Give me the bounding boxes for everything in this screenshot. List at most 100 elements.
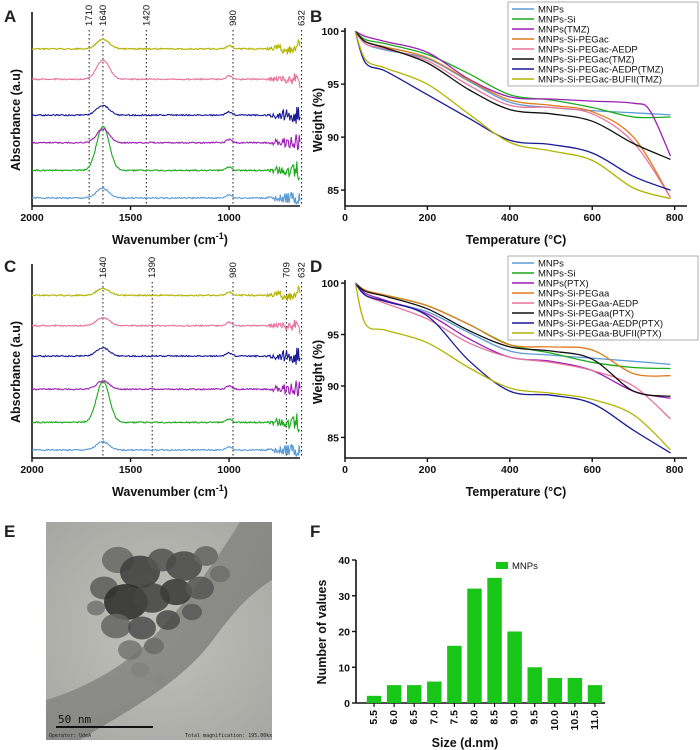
panel-b-xtick-label-0: 0: [342, 212, 348, 224]
panel-c-spectrum-trace-4: [31, 347, 301, 365]
panel-b: B Weight (%) 0 200 400 600 800859095100MNPsM…: [310, 1, 699, 247]
panel-f-xtick-label-6-0: 6.0: [388, 710, 400, 725]
panel-f-bar-5-5: [366, 695, 382, 703]
tem-particle-10: [186, 576, 214, 600]
panel-a-xtick-label-2000: 2000: [20, 212, 44, 224]
panel-d-xtick-label-600: 600: [583, 464, 601, 476]
panel-d-ytick-label-90: 90: [327, 381, 339, 393]
panel-c-peak-label-980: 980: [228, 262, 239, 278]
panel-d-legend: MNPsMNPs-SiMNPs(PTX)MNPs-Si-PEGaaMNPs-Si…: [507, 255, 699, 341]
panel-c-xlabel: Wavenumber (cm-1): [112, 483, 228, 499]
panel-f-ytick-label-40: 40: [338, 555, 350, 567]
tem-particle-cluster: [87, 546, 230, 687]
tem-footer-magnification: Total magnification: 195.00kx: [185, 733, 272, 739]
panel-a-spectrum-trace-6: [31, 38, 301, 55]
panel-f-xtick-label-9-5: 9.5: [529, 710, 541, 725]
panel-d-legend-label-mnps-si-pegaa-aedp: MNPs-Si-PEGaa-AEDP: [538, 298, 638, 309]
panel-b-ytick-label-90: 90: [327, 132, 339, 144]
panel-c-peak-label-632: 632: [297, 262, 308, 278]
tem-particle-17: [131, 662, 149, 678]
tem-particle-13: [156, 610, 180, 630]
tem-particle-18: [152, 673, 168, 687]
panel-f-xlabel: Size (d.nm): [432, 736, 499, 750]
panel-letter-e: E: [4, 522, 15, 541]
tem-particle-19: [210, 565, 230, 583]
panel-letter-b: B: [310, 7, 322, 26]
panel-d-xtick-label-400: 400: [501, 464, 519, 476]
tem-particle-14: [182, 603, 202, 621]
panel-d-curve-mnps-si-pegaa-aedp: [354, 282, 671, 420]
panel-b-curve-mnps-si-pegac-tmz: [354, 30, 671, 160]
panel-b-curve-mnps-si-pegac-aedp: [354, 30, 672, 198]
tem-particle-9: [160, 578, 192, 606]
tem-particle-16: [144, 637, 164, 655]
panel-c-spectrum-trace-3: [31, 379, 301, 397]
panel-b-xtick-label-800: 800: [666, 212, 684, 224]
panel-b-xtick-label-200: 200: [419, 212, 437, 224]
panel-f-bar-7-5: [447, 645, 462, 703]
panel-b-xlabel: Temperature (°C): [466, 233, 567, 247]
panel-c-spectrum-trace-1: [31, 440, 301, 457]
panel-e: E 50 nm Operator: UdeA Total magnificati…: [4, 522, 272, 740]
panel-d-xtick-label-0: 0: [342, 464, 348, 476]
panel-a-spectrum-trace-1: [31, 187, 301, 205]
panel-f-bar-9-5: [527, 667, 542, 703]
panel-c-xtick-label-1500: 1500: [119, 464, 143, 476]
panel-b-legend-box: [507, 1, 699, 87]
tem-footer-operator: Operator: UdeA: [49, 733, 91, 739]
panel-b-legend: MNPsMNPs-SiMNPs(TMZ)MNPs-Si-PEGacMNPs-Si…: [507, 1, 699, 87]
panel-c-peak-label-1640: 1640: [98, 257, 109, 278]
panel-a-spectrum-trace-4: [31, 104, 301, 124]
panel-a-spectrum-trace-2: [31, 125, 300, 181]
panel-d-curve-mnps-si-pegaa: [354, 282, 671, 377]
panel-a: A Absorbance (a.u) 2000 1500 1000 1710 1640 1…: [4, 5, 308, 247]
panel-f-bar-8-5: [487, 577, 502, 703]
panel-f-xtick-label-10-5: 10.5: [569, 710, 581, 731]
panel-c-spectrum-trace-5: [31, 317, 301, 335]
panel-d-legend-box: [507, 255, 699, 341]
panel-letter-f: F: [310, 522, 320, 541]
panel-b-ytick-label-100: 100: [321, 26, 339, 38]
panel-b-ytick-label-95: 95: [327, 79, 339, 91]
tem-scale-label: 50 nm: [58, 713, 91, 726]
panel-d-legend-label-mnps-si-pegaa-aedp-ptx: MNPs-Si-PEGaa-AEDP(PTX): [538, 318, 663, 329]
panel-c-xtick-label-2000: 2000: [20, 464, 44, 476]
panel-b-ytick-label-85: 85: [327, 185, 339, 197]
panel-b-curve-mnps: [354, 30, 671, 116]
panel-f-xtick-label-9-0: 9.0: [509, 710, 521, 725]
panel-f-legend-swatch: [496, 562, 508, 569]
panel-f-xtick-label-8-0: 8.0: [468, 710, 480, 725]
panel-d-legend-label-mnps-ptx: MNPs(PTX): [538, 278, 589, 289]
panel-b-curve-mnps-si-pegac-aedp-tmz: [354, 31, 671, 191]
panel-d-legend-label-mnps-si-pegaa-bufii-ptx: MNPs-Si-PEGaa-BUFII(PTX): [538, 328, 662, 339]
panel-b-legend-label-mnps-si-pegac-aedp: MNPs-Si-PEGac-AEDP: [538, 44, 638, 55]
panel-f-ytick-label-0: 0: [344, 698, 350, 710]
panel-b-legend-label-mnps-si-pegac-tmz: MNPs-Si-PEGac(TMZ): [538, 54, 635, 65]
panel-f: F Number of values 0 10 20 30 40 5.5 6.0 6.5 7.0…: [310, 522, 605, 750]
panel-d-legend-label-mnps-si-pegaa-ptx: MNPs-Si-PEGaa(PTX): [538, 308, 634, 319]
panel-f-ytick-label-30: 30: [338, 591, 350, 603]
panel-d-xtick-label-800: 800: [666, 464, 684, 476]
panel-d-xtick-label-200: 200: [419, 464, 437, 476]
panel-d-ytick-label-85: 85: [327, 432, 339, 444]
panel-f-bar-11-0: [587, 685, 603, 703]
panel-a-xlabel: Wavenumber (cm-1): [112, 231, 228, 247]
panel-b-curve-mnps-si: [354, 30, 671, 119]
panel-d-curve-mnps-ptx: [354, 282, 671, 399]
panel-f-ylabel: Number of values: [315, 580, 329, 685]
panel-d: D Weight (%) 0 200 400 600 800859095100MNPsM…: [310, 255, 699, 499]
panel-d-legend-label-mnps-si: MNPs-Si: [538, 268, 575, 279]
panel-d-ylabel: Weight (%): [311, 340, 325, 404]
panel-f-ytick-label-20: 20: [338, 627, 350, 639]
panel-f-plot: 0 10 20 30 40 5.5 6.0 6.5 7.0 7.5 8.0 8.5 9.0 9.5 10.0…: [338, 555, 605, 730]
panel-f-bar-10-5: [567, 677, 583, 703]
panel-a-ylabel: Absorbance (a.u): [9, 69, 23, 171]
panel-b-legend-label-mnps: MNPs: [538, 4, 564, 15]
panel-f-xtick-label-5-5: 5.5: [368, 710, 380, 725]
tem-particle-20: [87, 600, 105, 616]
panel-d-legend-label-mnps: MNPs: [538, 258, 564, 269]
panel-a-xtick-label-1500: 1500: [119, 212, 143, 224]
tem-particle-15: [118, 640, 142, 660]
panel-f-xtick-label-11-0: 11.0: [589, 710, 601, 730]
panel-f-legend-label: MNPs: [512, 561, 538, 572]
